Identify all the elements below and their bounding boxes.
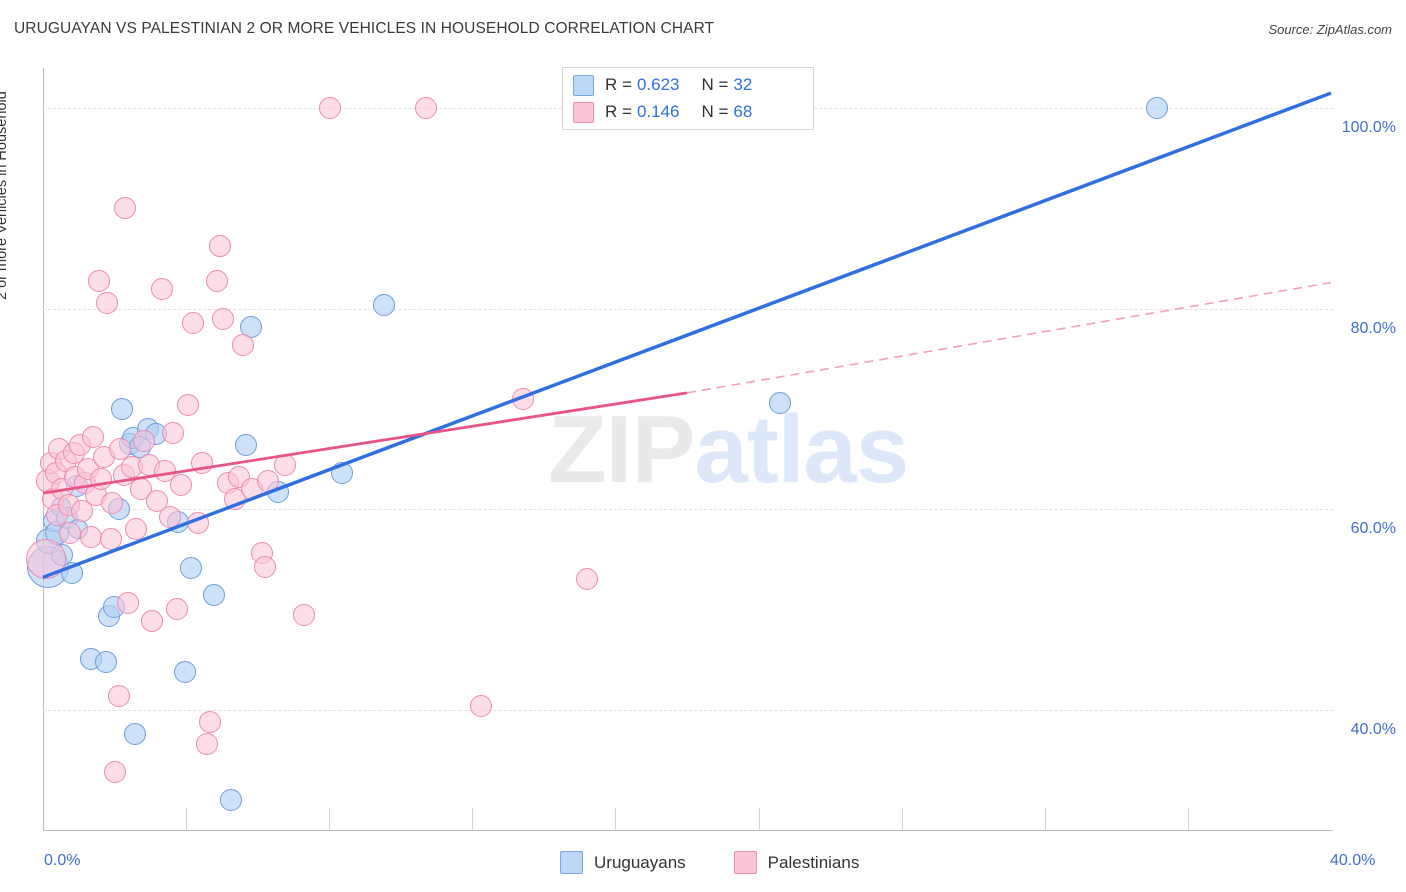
legend-label-palestinians: Palestinians [767,852,860,872]
scatter-point-palestinians[interactable] [254,556,277,579]
x-axis-tick-8 [1187,808,1189,830]
scatter-point-palestinians[interactable] [181,311,204,334]
zipatlas-watermark: ZIPatlas [548,395,909,505]
watermark-atlas: atlas [694,396,909,503]
square-swatch-icon-uruguayans-legend [560,851,583,874]
n-value-uruguayans: 32 [733,75,753,94]
scatter-point-palestinians[interactable] [292,604,315,627]
legend-label-uruguayans: Uruguayans [594,852,686,872]
scatter-point-palestinians[interactable] [80,526,103,549]
scatter-point-uruguayans[interactable] [94,650,117,673]
r-label-uruguayans: R = [605,75,632,94]
scatter-point-palestinians[interactable] [209,235,232,258]
scatter-point-palestinians[interactable] [99,528,122,551]
r-value-uruguayans: 0.623 [636,75,680,94]
scatter-point-palestinians[interactable] [104,760,127,783]
scatter-point-palestinians[interactable] [415,97,438,120]
trend-line-extrapolated-palestinians [686,281,1332,394]
source-attribution: Source: ZipAtlas.com [1268,22,1392,37]
scatter-point-palestinians[interactable] [114,197,137,220]
scatter-point-palestinians[interactable] [176,393,199,416]
legend-item-palestinians[interactable]: Palestinians [733,851,860,874]
scatter-point-palestinians[interactable] [186,512,209,535]
scatter-point-uruguayans[interactable] [173,660,196,683]
scatter-point-palestinians[interactable] [199,710,222,733]
x-axis-tick-label-max: 40.0% [1330,852,1376,869]
x-axis-tick-3 [472,808,474,830]
scatter-point-palestinians[interactable] [318,97,341,120]
scatter-point-palestinians[interactable] [469,694,492,717]
scatter-point-palestinians[interactable] [231,333,254,356]
scatter-point-palestinians[interactable] [165,598,188,621]
y-axis-tick-label-60: 60.0% [1350,520,1396,538]
y-axis-tick-label-80: 80.0% [1350,319,1396,337]
x-axis-tick-1 [186,808,188,830]
scatter-point-uruguayans[interactable] [331,462,354,485]
scatter-point-palestinians[interactable] [205,269,228,292]
scatter-point-palestinians[interactable] [273,454,296,477]
scatter-point-uruguayans[interactable] [769,391,792,414]
square-swatch-icon-palestinians [573,101,594,123]
scatter-point-palestinians[interactable] [151,277,174,300]
x-axis-tick-4 [615,808,617,830]
gridline-40 [43,709,1333,711]
scatter-point-palestinians[interactable] [170,474,193,497]
gridline-80 [43,308,1333,310]
legend-item-uruguayans[interactable]: Uruguayans [560,851,686,874]
square-swatch-icon-palestinians-legend [733,851,757,874]
scatter-point-uruguayans[interactable] [123,722,146,745]
y-axis-tick-label-40: 40.0% [1350,720,1396,738]
scatter-point-palestinians[interactable] [96,291,119,314]
scatter-point-uruguayans[interactable] [373,293,396,316]
scatter-point-palestinians[interactable] [59,522,82,545]
y-axis-line [43,68,44,830]
scatter-point-palestinians[interactable] [212,307,235,330]
series-legend: Uruguayans Palestinians [560,851,907,874]
page-title: URUGUAYAN VS PALESTINIAN 2 OR MORE VEHIC… [14,20,715,37]
scatter-point-uruguayans[interactable] [202,584,225,607]
x-axis-tick-2 [329,808,331,830]
n-value-palestinians: 68 [733,102,753,121]
scatter-point-palestinians[interactable] [162,421,185,444]
n-label-uruguayans: N = [701,75,729,94]
scatter-point-uruguayans[interactable] [1146,97,1169,120]
scatter-point-palestinians[interactable] [141,610,164,633]
square-swatch-icon-uruguayans [573,74,594,96]
x-axis-tick-5 [758,808,760,830]
r-value-palestinians: 0.146 [636,102,680,121]
scatter-point-palestinians[interactable] [511,387,534,410]
scatter-point-palestinians[interactable] [125,518,148,541]
stats-row-uruguayans: R = 0.623 N = 32 [573,72,752,98]
scatter-point-uruguayans[interactable] [110,397,133,420]
scatter-point-uruguayans[interactable] [234,433,257,456]
scatter-point-palestinians[interactable] [191,452,214,475]
watermark-zip: ZIP [548,396,695,503]
n-label-palestinians: N = [701,102,729,121]
y-axis-tick-label-100: 100.0% [1341,119,1396,137]
x-axis-line [43,830,1333,831]
r-label-palestinians: R = [605,102,632,121]
x-axis-tick-label-min: 0.0% [44,852,81,869]
scatter-point-palestinians[interactable] [133,429,156,452]
scatter-point-palestinians[interactable] [576,568,599,591]
scatter-point-palestinians[interactable] [196,732,219,755]
x-axis-tick-7 [1044,808,1046,830]
scatter-point-palestinians[interactable] [88,269,111,292]
scatter-point-palestinians[interactable] [117,592,140,615]
y-axis-title: 2 or more Vehicles in Household [0,91,10,300]
scatter-point-uruguayans[interactable] [220,788,243,811]
x-axis-tick-6 [901,808,903,830]
scatter-point-palestinians[interactable] [89,468,112,491]
correlation-stats-legend: R = 0.623 N = 32 R = 0.146 N = 68 [562,67,814,130]
scatter-point-palestinians[interactable] [81,425,104,448]
scatter-point-uruguayans[interactable] [180,557,203,580]
scatter-point-palestinians[interactable] [107,684,130,707]
stats-row-palestinians: R = 0.146 N = 68 [573,99,752,125]
